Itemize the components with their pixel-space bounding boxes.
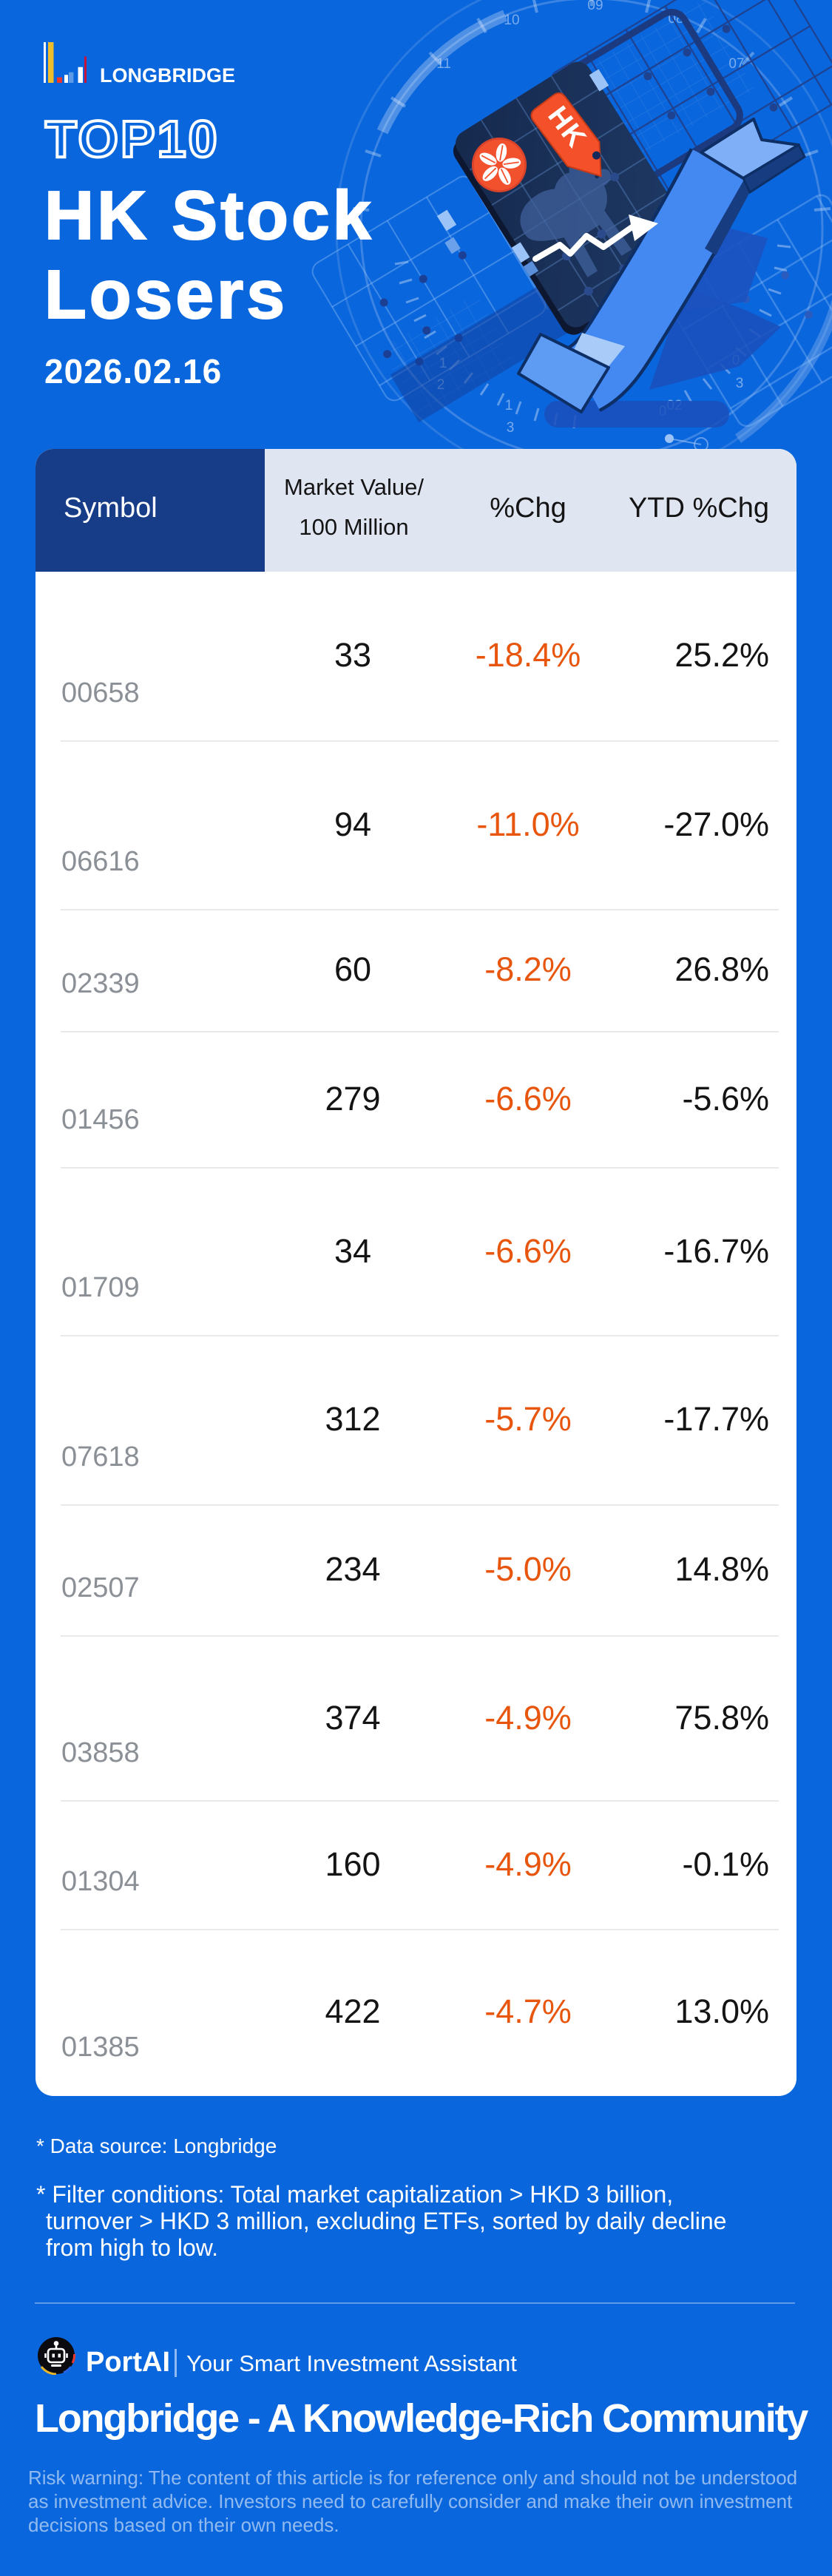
svg-text:1: 1 — [505, 398, 513, 413]
svg-text:LONGBRIDGE: LONGBRIDGE — [100, 64, 235, 87]
svg-text:3: 3 — [507, 420, 515, 436]
svg-text:09: 09 — [587, 0, 603, 13]
svg-text:10: 10 — [504, 13, 519, 28]
svg-text:3: 3 — [736, 376, 744, 391]
svg-text:11: 11 — [436, 56, 451, 72]
